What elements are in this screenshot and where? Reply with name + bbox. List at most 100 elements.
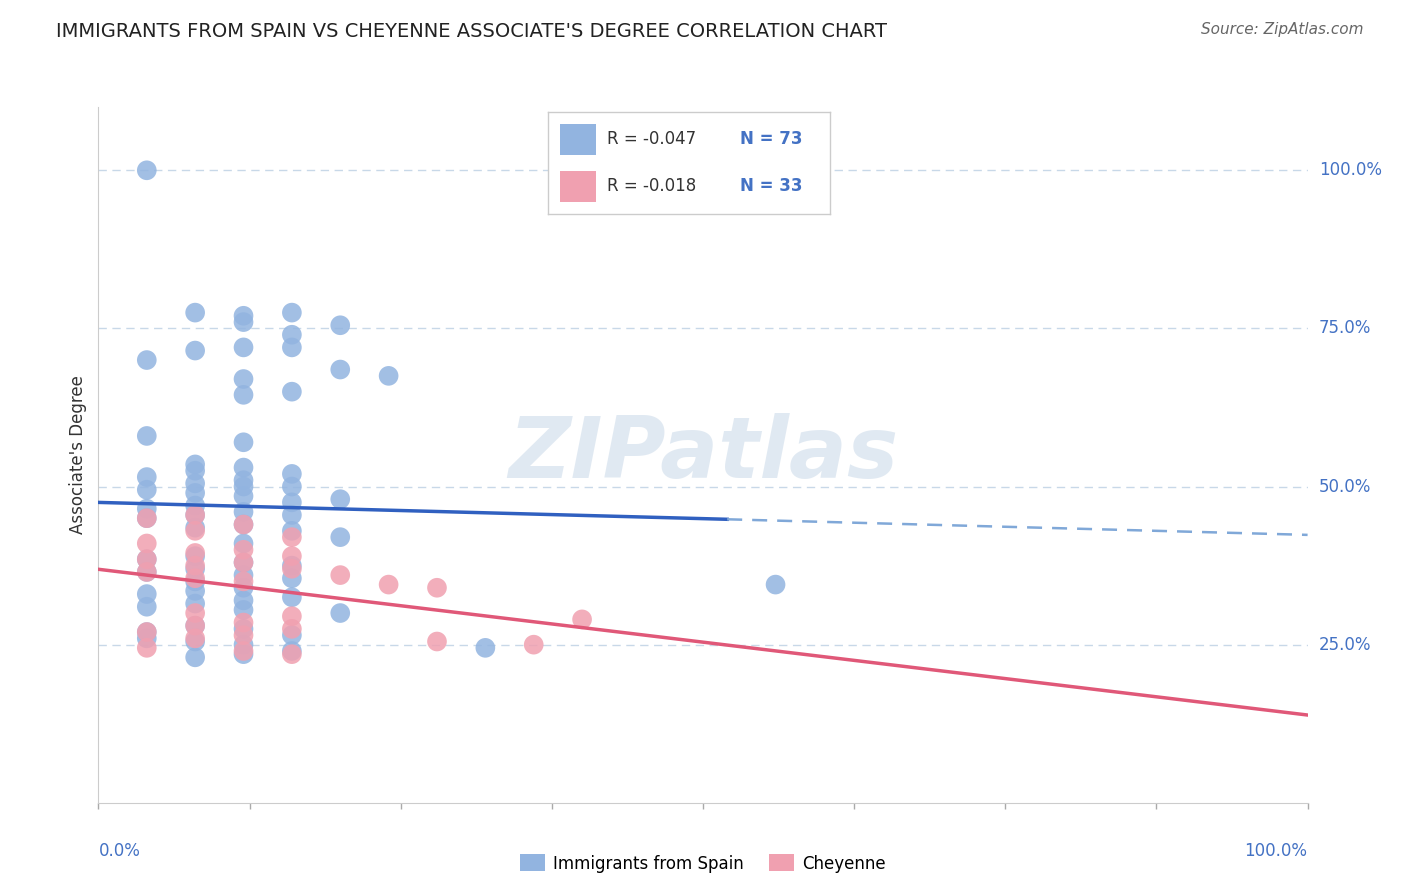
Y-axis label: Associate's Degree: Associate's Degree: [69, 376, 87, 534]
Point: [232, 435, 254, 450]
Text: 100.0%: 100.0%: [1244, 842, 1308, 860]
Point: [281, 479, 304, 493]
FancyBboxPatch shape: [560, 171, 596, 202]
Point: [184, 464, 207, 478]
Point: [281, 327, 304, 342]
Text: R = -0.018: R = -0.018: [607, 178, 696, 195]
Point: [281, 508, 304, 522]
Point: [135, 565, 157, 579]
Point: [135, 470, 157, 484]
Point: [329, 568, 352, 582]
Point: [184, 521, 207, 535]
Point: [281, 647, 304, 661]
Point: [184, 583, 207, 598]
Point: [232, 628, 254, 642]
Point: [281, 340, 304, 354]
Point: [232, 574, 254, 589]
Point: [281, 495, 304, 509]
Point: [135, 501, 157, 516]
Point: [135, 536, 157, 550]
Point: [135, 625, 157, 640]
Point: [281, 549, 304, 563]
Point: [232, 315, 254, 329]
Point: [184, 524, 207, 538]
Point: [281, 591, 304, 605]
Point: [135, 632, 157, 646]
Point: [184, 618, 207, 632]
Point: [135, 599, 157, 614]
Point: [184, 458, 207, 472]
Point: [281, 609, 304, 624]
Point: [474, 640, 496, 655]
Point: [571, 612, 593, 626]
Point: [232, 581, 254, 595]
Point: [523, 638, 546, 652]
Point: [281, 558, 304, 573]
Point: [329, 318, 352, 333]
Point: [232, 536, 254, 550]
Point: [426, 581, 449, 595]
Point: [184, 632, 207, 646]
Point: [135, 511, 157, 525]
Point: [184, 305, 207, 319]
Point: [281, 622, 304, 636]
Point: [232, 340, 254, 354]
Point: [184, 546, 207, 560]
Point: [184, 508, 207, 522]
Point: [184, 571, 207, 585]
FancyBboxPatch shape: [560, 124, 596, 154]
Point: [377, 368, 399, 383]
Point: [232, 388, 254, 402]
Text: 50.0%: 50.0%: [1319, 477, 1371, 496]
Point: [232, 505, 254, 519]
Point: [281, 524, 304, 538]
Point: [184, 476, 207, 491]
Point: [135, 552, 157, 566]
Point: [232, 615, 254, 630]
Text: ZIPatlas: ZIPatlas: [508, 413, 898, 497]
Point: [232, 556, 254, 570]
Point: [329, 362, 352, 376]
Point: [329, 492, 352, 507]
Point: [184, 343, 207, 358]
Legend: Immigrants from Spain, Cheyenne: Immigrants from Spain, Cheyenne: [513, 847, 893, 880]
Point: [184, 549, 207, 563]
Point: [281, 628, 304, 642]
Point: [135, 353, 157, 368]
Point: [135, 511, 157, 525]
Point: [135, 565, 157, 579]
Text: N = 33: N = 33: [740, 178, 801, 195]
Point: [232, 542, 254, 557]
Point: [232, 568, 254, 582]
Point: [184, 606, 207, 620]
Point: [232, 309, 254, 323]
Point: [135, 552, 157, 566]
Point: [232, 489, 254, 503]
Point: [232, 556, 254, 570]
Text: 100.0%: 100.0%: [1319, 161, 1382, 179]
Point: [184, 508, 207, 522]
Point: [232, 479, 254, 493]
Point: [184, 574, 207, 589]
Point: [232, 372, 254, 386]
Point: [281, 305, 304, 319]
Text: N = 73: N = 73: [740, 130, 801, 148]
Point: [135, 483, 157, 497]
Point: [232, 473, 254, 487]
Point: [135, 587, 157, 601]
Point: [184, 562, 207, 576]
Text: IMMIGRANTS FROM SPAIN VS CHEYENNE ASSOCIATE'S DEGREE CORRELATION CHART: IMMIGRANTS FROM SPAIN VS CHEYENNE ASSOCI…: [56, 22, 887, 41]
Text: Source: ZipAtlas.com: Source: ZipAtlas.com: [1201, 22, 1364, 37]
Point: [135, 640, 157, 655]
Point: [281, 571, 304, 585]
Point: [281, 467, 304, 481]
Point: [232, 517, 254, 532]
Text: R = -0.047: R = -0.047: [607, 130, 696, 148]
Point: [281, 562, 304, 576]
Point: [377, 577, 399, 591]
Point: [232, 603, 254, 617]
Point: [184, 486, 207, 500]
Point: [765, 577, 787, 591]
Point: [281, 644, 304, 658]
Point: [232, 517, 254, 532]
